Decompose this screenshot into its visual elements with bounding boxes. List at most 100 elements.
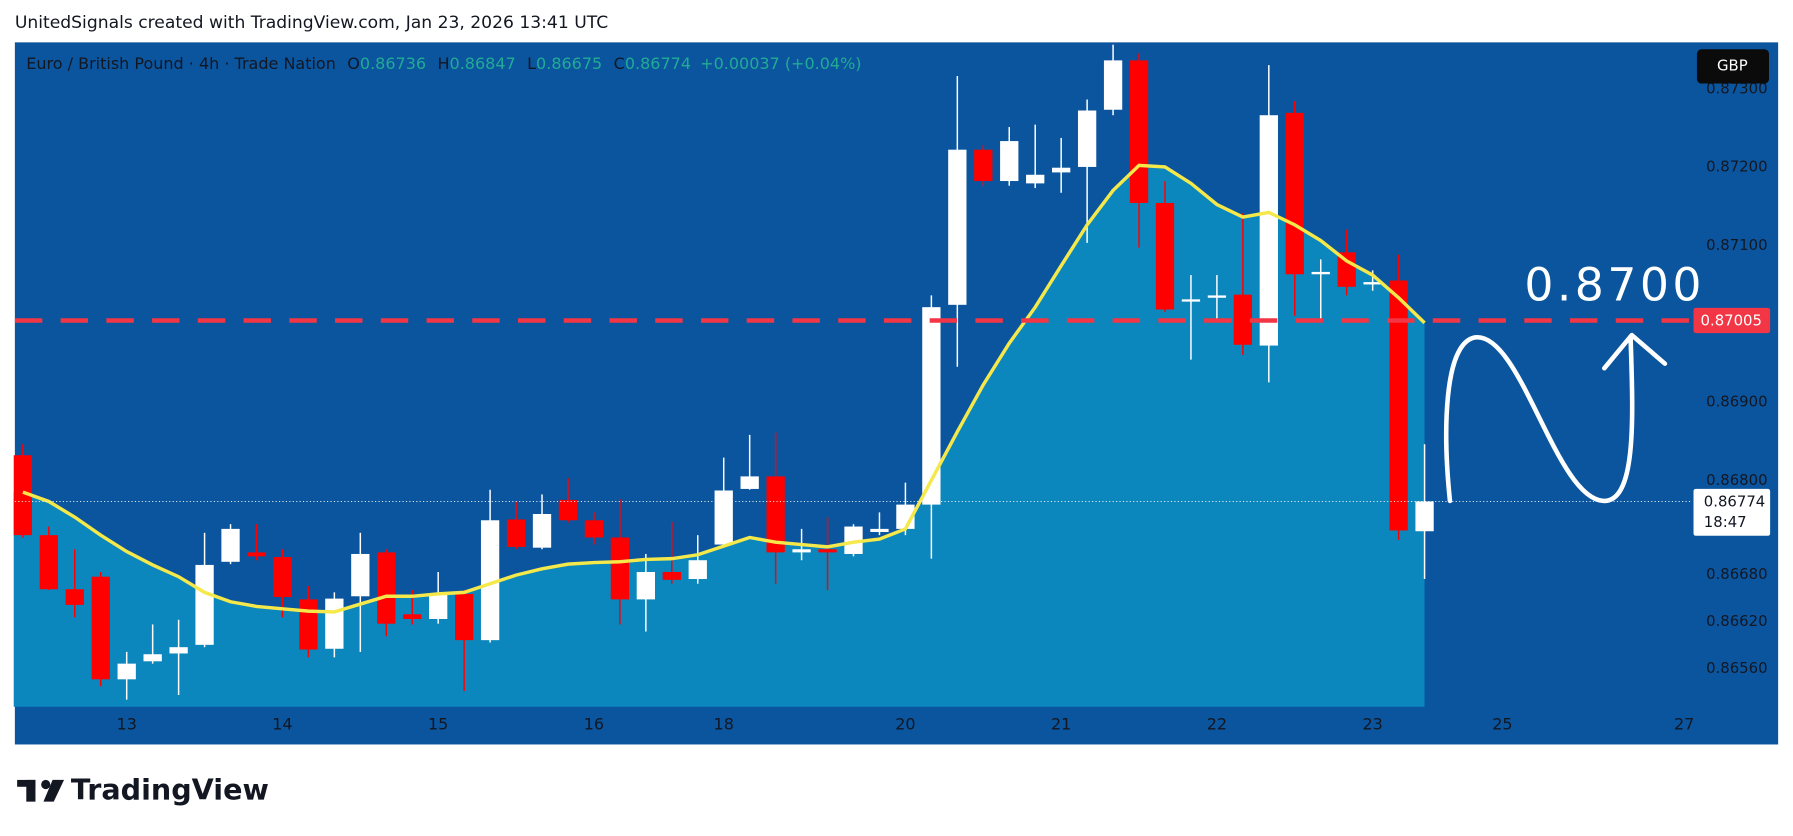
price-label: 0.86774 bbox=[1704, 493, 1765, 511]
y-tick-label: 0.86800 bbox=[1706, 471, 1767, 489]
candle-body bbox=[351, 553, 370, 597]
x-tick-label: 16 bbox=[584, 715, 604, 734]
ohlc-value: 0.86774 bbox=[625, 54, 691, 73]
logo-mark bbox=[43, 779, 65, 802]
candle-body bbox=[662, 571, 681, 580]
candle-body bbox=[506, 519, 526, 547]
candle-body bbox=[740, 476, 759, 489]
candle-body bbox=[1129, 60, 1149, 203]
change-value: +0.00037 (+0.04%) bbox=[700, 54, 861, 73]
ohlc-letter: H bbox=[437, 54, 449, 73]
ohlc-letter: O bbox=[347, 54, 360, 73]
candle-body bbox=[922, 307, 941, 505]
candle-body bbox=[325, 598, 344, 649]
level-label-box bbox=[1693, 307, 1771, 334]
candle-body bbox=[1052, 167, 1071, 173]
level-label: 0.87005 bbox=[1701, 312, 1762, 330]
logo-mark bbox=[41, 779, 51, 790]
candle-body bbox=[299, 599, 318, 650]
candle-body bbox=[273, 557, 292, 598]
price-label-box bbox=[1693, 488, 1771, 536]
candle-body bbox=[429, 594, 448, 619]
candle-body bbox=[1311, 271, 1330, 275]
candle-body bbox=[1181, 299, 1201, 302]
candle-body bbox=[91, 576, 110, 680]
ohlc-letter: L bbox=[527, 54, 536, 73]
overlay-line bbox=[22, 163, 1426, 614]
candle-body bbox=[714, 490, 733, 545]
plot-area: 0.8700 0.86560 0.86620 0.86680 0.86800 0.8690… bbox=[13, 44, 1768, 707]
projection-arrow bbox=[1444, 332, 1668, 504]
y-tick-label: 0.87200 bbox=[1706, 158, 1767, 176]
logo-text: TradingView bbox=[71, 772, 269, 806]
candle-body bbox=[143, 654, 162, 662]
logo-mark bbox=[26, 779, 36, 802]
candle-body bbox=[377, 552, 396, 624]
candle-body bbox=[1077, 110, 1097, 167]
candle-body bbox=[117, 663, 136, 680]
candle-body bbox=[1155, 202, 1175, 310]
candle-body bbox=[1337, 252, 1356, 287]
x-tick-label: 13 bbox=[117, 715, 137, 734]
ohlc-value: 0.86736 bbox=[360, 54, 426, 73]
candle-body bbox=[610, 537, 630, 600]
candle-body bbox=[1389, 280, 1408, 531]
x-tick-label: 22 bbox=[1207, 715, 1227, 734]
overlay-area bbox=[13, 165, 1425, 707]
candle-body bbox=[1415, 501, 1434, 532]
y-tick-label: 0.86680 bbox=[1706, 565, 1767, 583]
x-tick-label: 18 bbox=[714, 715, 734, 734]
annotation: 0.8700 bbox=[1524, 259, 1705, 312]
candle-body bbox=[636, 571, 655, 600]
currency-label: GBP bbox=[1717, 56, 1748, 74]
y-tick-label: 0.86900 bbox=[1706, 393, 1767, 411]
y-tick-label: 0.87100 bbox=[1706, 236, 1767, 254]
x-tick-label: 20 bbox=[895, 715, 915, 734]
candle-body bbox=[818, 549, 837, 553]
currency-button[interactable] bbox=[1696, 49, 1769, 84]
candle-body bbox=[974, 149, 993, 182]
candle-body bbox=[195, 564, 214, 645]
symbol-title: Euro / British Pound · 4h · Trade Nation bbox=[26, 54, 336, 73]
candle-body bbox=[221, 528, 240, 562]
x-tick-label: 25 bbox=[1492, 715, 1512, 734]
candle-body bbox=[480, 520, 500, 641]
x-tick-label: 21 bbox=[1051, 715, 1071, 734]
candle-body bbox=[532, 514, 552, 548]
legend-header: Euro / British Pound · 4h · Trade Nation… bbox=[26, 54, 861, 73]
candle-body bbox=[688, 560, 707, 580]
candle-body bbox=[558, 499, 578, 521]
candle-body bbox=[39, 535, 58, 590]
x-tick-label: 14 bbox=[272, 715, 292, 734]
candle-body bbox=[948, 149, 967, 305]
candle-body bbox=[1363, 282, 1382, 285]
candle-body bbox=[1103, 60, 1123, 110]
candle-body bbox=[844, 526, 863, 554]
y-tick-label: 0.87300 bbox=[1706, 79, 1767, 97]
x-tick-label: 23 bbox=[1362, 715, 1382, 734]
y-tick-label: 0.86560 bbox=[1706, 659, 1767, 677]
candle-body bbox=[403, 614, 422, 619]
candle-body bbox=[1026, 174, 1045, 184]
ohlc-value: 0.86847 bbox=[450, 54, 516, 73]
candle-body bbox=[169, 647, 188, 654]
caption: UnitedSignals created with TradingView.c… bbox=[15, 13, 608, 33]
candle-body bbox=[247, 552, 266, 557]
candle-body bbox=[65, 589, 84, 605]
candle-body bbox=[766, 476, 785, 553]
ohlc-letter: C bbox=[614, 54, 625, 73]
y-tick-label: 0.86620 bbox=[1706, 612, 1767, 630]
ohlc-value: 0.86675 bbox=[536, 54, 602, 73]
candle-body bbox=[1233, 294, 1253, 345]
candle-body bbox=[1285, 112, 1304, 275]
candle-body bbox=[1000, 141, 1019, 182]
candle-body bbox=[792, 549, 811, 553]
candle-body bbox=[870, 528, 889, 533]
x-tick-label: 27 bbox=[1674, 715, 1694, 734]
x-tick-label: 15 bbox=[428, 715, 448, 734]
candle-body bbox=[584, 520, 604, 538]
candle-body bbox=[454, 593, 474, 641]
candle-body bbox=[13, 455, 33, 536]
